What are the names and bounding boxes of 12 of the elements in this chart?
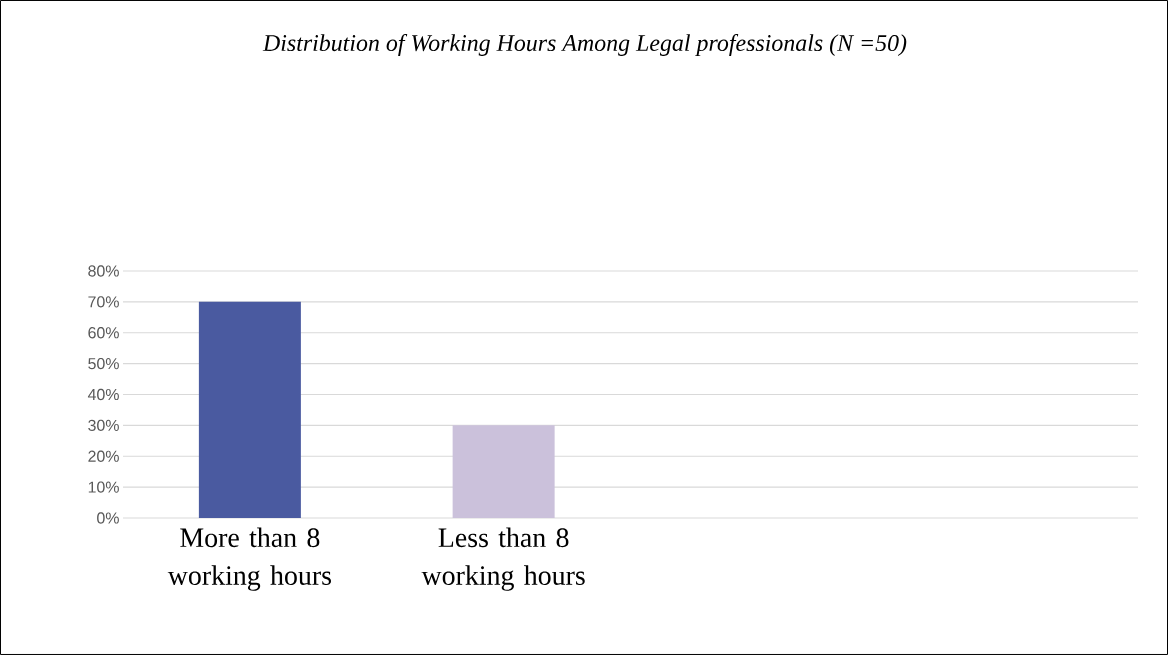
- y-tick-label: 70%: [88, 296, 119, 308]
- y-tick-label: 10%: [88, 481, 119, 493]
- y-tick-label: 80%: [88, 265, 119, 277]
- x-tick-label: Less than 8 working hours: [421, 527, 585, 591]
- y-tick-label: 30%: [88, 419, 119, 431]
- y-tick-label: 20%: [88, 450, 119, 462]
- y-tick-label: 60%: [88, 327, 119, 339]
- chart-title: Distribution of Working Hours Among Legal professionals (N =50): [262, 34, 907, 56]
- y-tick-label: 50%: [88, 357, 119, 370]
- y-tick-label: 0%: [97, 512, 119, 524]
- y-tick-label: 40%: [87, 388, 119, 401]
- x-tick-label: More than 8 working hours: [167, 527, 331, 591]
